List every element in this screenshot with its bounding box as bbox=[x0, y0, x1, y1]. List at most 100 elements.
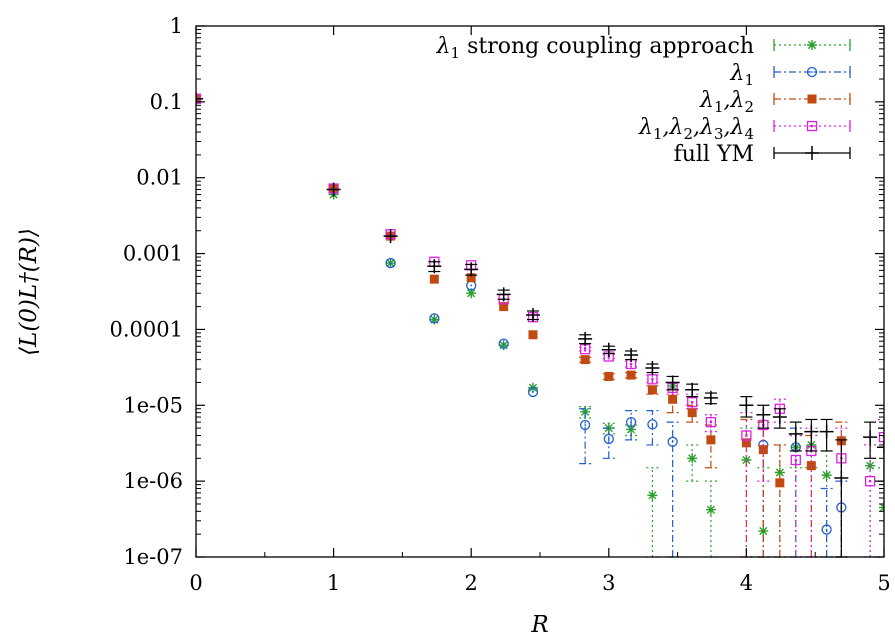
data-point bbox=[863, 430, 878, 445]
y-tick-label: 1e-07 bbox=[123, 545, 183, 569]
legend-text: λ bbox=[436, 34, 451, 59]
x-tick-label: 2 bbox=[465, 571, 478, 595]
legend-subscript: 4 bbox=[744, 125, 754, 143]
data-point bbox=[196, 91, 203, 106]
data-point bbox=[834, 471, 849, 486]
data-point bbox=[877, 440, 884, 455]
data-point bbox=[603, 433, 614, 445]
data-point bbox=[668, 394, 678, 404]
y-tick-label: 0.01 bbox=[136, 166, 183, 190]
legend-subscript: 2 bbox=[683, 125, 693, 143]
legend: λ1 strong coupling approachλ1λ1,λ2λ1,λ2,… bbox=[436, 34, 851, 167]
legend-text: λ bbox=[730, 61, 745, 86]
legend-label: λ1,λ2 bbox=[699, 88, 754, 116]
data-point bbox=[878, 432, 884, 443]
data-point bbox=[685, 382, 700, 397]
data-point bbox=[806, 120, 818, 132]
legend-text: ,λ bbox=[663, 115, 684, 140]
legend-text: λ bbox=[638, 115, 653, 140]
data-point bbox=[498, 338, 509, 349]
data-point bbox=[466, 288, 477, 299]
x-tick-label: 3 bbox=[602, 571, 615, 595]
legend-label: λ1,λ2,λ3,λ4 bbox=[638, 115, 754, 143]
data-layer bbox=[196, 91, 884, 558]
data-point bbox=[756, 407, 771, 422]
data-point-center bbox=[825, 528, 828, 531]
data-point bbox=[805, 146, 819, 160]
data-point bbox=[427, 259, 442, 274]
data-point bbox=[601, 342, 616, 357]
x-tick-label: 4 bbox=[740, 571, 753, 595]
data-point bbox=[385, 257, 396, 269]
data-point bbox=[741, 438, 751, 448]
legend-subscript: 1 bbox=[744, 71, 754, 89]
data-point bbox=[528, 330, 538, 340]
x-axis-label: R bbox=[530, 612, 548, 637]
data-point bbox=[604, 371, 614, 381]
y-axis-label: ⟨L(0)L†(R)⟩ bbox=[16, 228, 42, 356]
data-point-center bbox=[810, 124, 814, 128]
data-point bbox=[790, 454, 801, 466]
legend-label: λ1 bbox=[730, 61, 755, 89]
y-tick-label: 1e-05 bbox=[123, 393, 183, 417]
data-point bbox=[772, 410, 787, 425]
data-point bbox=[464, 262, 479, 277]
data-point bbox=[624, 348, 639, 363]
legend-text: strong coupling approach bbox=[460, 34, 754, 59]
y-tick-label: 0.1 bbox=[150, 90, 183, 114]
data-point-center bbox=[629, 362, 633, 366]
data-point bbox=[580, 355, 590, 365]
data-point-center bbox=[584, 424, 587, 426]
legend-text: ,λ bbox=[724, 115, 745, 140]
y-tick-label: 0.001 bbox=[123, 242, 183, 266]
data-point bbox=[527, 386, 539, 398]
legend-subscript: 3 bbox=[714, 125, 724, 143]
data-point-center bbox=[745, 434, 748, 437]
data-point bbox=[665, 375, 680, 390]
series-3 bbox=[196, 93, 884, 558]
data-point bbox=[821, 470, 832, 481]
data-point bbox=[496, 287, 511, 302]
data-point bbox=[326, 182, 341, 197]
legend-text: λ bbox=[699, 88, 714, 113]
data-point bbox=[807, 40, 817, 50]
data-point-center bbox=[690, 400, 694, 404]
data-point bbox=[804, 424, 819, 439]
data-point-center bbox=[470, 284, 473, 287]
x-tick-label: 0 bbox=[189, 571, 202, 595]
data-point bbox=[429, 274, 439, 284]
data-point bbox=[383, 229, 398, 244]
legend-subscript: 1 bbox=[451, 44, 461, 62]
legend-text: ,λ bbox=[724, 88, 745, 113]
legend-label: full YM bbox=[674, 142, 754, 167]
legend-subscript: 1 bbox=[653, 125, 663, 143]
data-point bbox=[429, 313, 440, 324]
data-point bbox=[578, 331, 593, 346]
data-point bbox=[741, 454, 752, 465]
data-point-center bbox=[630, 421, 632, 424]
y-tick-label: 0.0001 bbox=[110, 317, 183, 341]
plot-frame bbox=[195, 25, 885, 558]
data-point-center bbox=[709, 420, 713, 424]
data-point bbox=[806, 66, 818, 78]
data-point bbox=[807, 94, 817, 104]
data-point bbox=[705, 416, 717, 428]
y-tick-label: 1e-06 bbox=[123, 469, 183, 493]
data-point bbox=[788, 426, 803, 441]
data-point bbox=[625, 416, 637, 428]
data-point bbox=[647, 419, 658, 430]
data-point-center bbox=[389, 262, 392, 264]
series-4 bbox=[196, 91, 884, 558]
data-point bbox=[429, 314, 440, 325]
data-point bbox=[626, 370, 636, 380]
data-point-center bbox=[583, 347, 587, 351]
y-axis: 1e-07 1e-06 1e-05 0.0001 0.001 0.01 0.1 1 bbox=[110, 14, 884, 569]
data-point bbox=[741, 430, 752, 441]
legend-text: ,λ bbox=[693, 115, 714, 140]
data-point-center bbox=[532, 391, 534, 393]
data-point-center bbox=[502, 342, 505, 345]
data-point bbox=[647, 490, 658, 501]
legend-subscript: 2 bbox=[744, 98, 754, 116]
data-point bbox=[706, 435, 716, 445]
